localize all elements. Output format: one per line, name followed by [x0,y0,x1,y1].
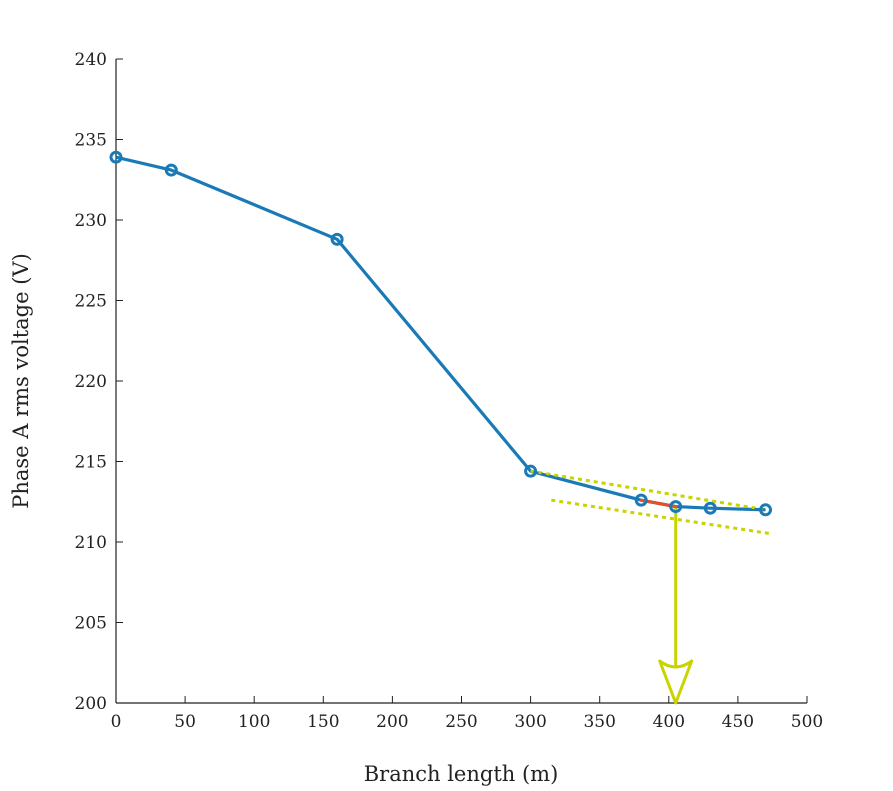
y-tick-label: 210 [75,533,107,553]
arrow-head [658,659,694,705]
x-tick-label: 300 [514,712,546,732]
y-tick-label: 235 [75,131,107,151]
axes: 0 50 100 150 200 250 300 350 400 450 500 200 205 210 2… [75,50,824,732]
x-tick-label: 50 [174,712,196,732]
y-tick-label: 240 [75,50,107,70]
y-tick-label: 220 [75,372,107,392]
y-tick-label: 225 [75,292,107,312]
y-axis-label: Phase A rms voltage (V) [9,253,33,509]
x-tick-label: 100 [238,712,270,732]
y-tick-label: 205 [75,614,107,634]
data-point [164,163,178,177]
x-tick-label: 350 [583,712,615,732]
data-point [703,501,717,515]
series-line [115,155,766,512]
data-point [524,464,538,478]
tangent-line [551,498,773,536]
data-point [669,500,683,514]
series [109,150,773,517]
data-point [634,493,648,507]
x-tick-label: 400 [653,712,685,732]
x-tick-label: 200 [376,712,408,732]
y-tick-label: 215 [75,453,107,473]
x-tick-label: 0 [111,712,122,732]
data-point [759,503,773,517]
x-tick-label: 150 [307,712,339,732]
x-axis-label: Branch length (m) [364,762,559,786]
annotations [530,469,773,705]
y-tick-label: 230 [75,211,107,231]
x-tick-label: 450 [722,712,754,732]
x-tick-label: 250 [445,712,477,732]
data-point [109,150,123,164]
y-tick-label: 200 [75,694,107,714]
data-point [330,232,344,246]
x-tick-label: 500 [791,712,823,732]
